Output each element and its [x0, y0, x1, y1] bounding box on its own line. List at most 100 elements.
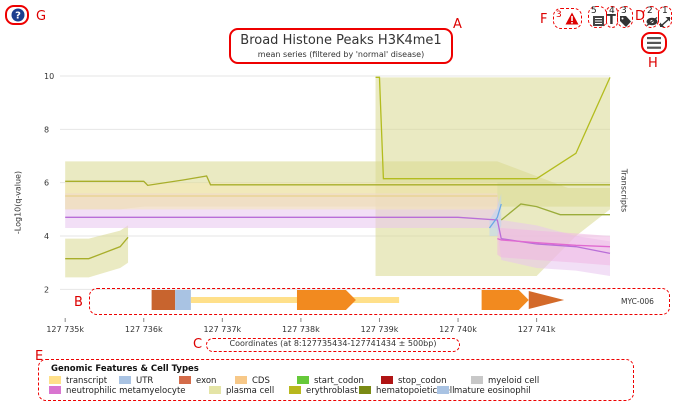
series-band	[65, 161, 610, 210]
legend-swatch	[49, 376, 61, 384]
y-tick-label: 8	[44, 125, 49, 134]
legend-label: myeloid cell	[488, 376, 540, 386]
hamburger-icon	[647, 37, 661, 49]
right-axis-label: Transcripts	[619, 168, 629, 213]
expand-count: 1	[662, 6, 668, 16]
legend-swatch	[437, 386, 449, 394]
legend-item[interactable]: erythroblast	[289, 386, 358, 396]
marker-e: E	[35, 349, 44, 364]
legend-swatch	[471, 376, 483, 384]
chart-subtitle: mean series (filtered by 'normal' diseas…	[257, 50, 425, 59]
y-axis-label: -Log10(q-value)	[13, 170, 23, 235]
x-tick-label: 127 740k	[439, 325, 477, 334]
series-band	[489, 193, 502, 236]
transcript-name: MYC-006	[621, 297, 654, 306]
marker-d: D	[635, 9, 646, 24]
help-button[interactable]: ?	[5, 5, 29, 25]
legend-label: transcript	[66, 376, 108, 386]
legend-item[interactable]: myeloid cell	[471, 376, 539, 386]
expand-icon	[660, 17, 671, 27]
title-highlight	[229, 28, 453, 64]
x-axis-label-box	[206, 338, 460, 352]
legend-swatch	[359, 386, 371, 394]
legend-swatch	[209, 386, 221, 394]
x-axis-label: Coordinates (at 8:127735434-127741434 ± …	[229, 339, 437, 348]
help-icon: ?	[11, 8, 25, 22]
menu-button[interactable]	[641, 32, 667, 54]
series-band	[375, 77, 610, 276]
expand-button[interactable]: 1	[658, 6, 672, 28]
legend-label: mature eosinophil	[454, 386, 531, 396]
x-tick-label: 127 735k	[46, 325, 84, 334]
legend-label: start_codon	[314, 376, 364, 386]
svg-text:?: ?	[15, 11, 21, 22]
marker-h: H	[648, 56, 658, 71]
text-count: 4	[609, 6, 615, 16]
legend-swatch	[119, 376, 131, 384]
marker-g: G	[36, 9, 47, 24]
tag-icon	[620, 16, 631, 27]
x-tick-label: 127 741k	[518, 325, 556, 334]
eye-slash-icon	[646, 17, 658, 26]
list-button[interactable]: 5	[588, 6, 607, 28]
tag-button[interactable]: 3	[617, 6, 633, 28]
legend-item[interactable]: CDS	[235, 376, 270, 386]
legend-label: plasma cell	[226, 386, 275, 396]
legend-item[interactable]: exon	[179, 376, 216, 386]
series-line	[488, 203, 502, 229]
series-line	[375, 76, 611, 180]
legend-label: hematopoietic cell	[376, 386, 455, 396]
legend-item[interactable]: plasma cell	[209, 386, 274, 396]
marker-c: C	[193, 337, 203, 352]
legend-swatch	[381, 376, 393, 384]
legend-label: erythroblast	[306, 386, 358, 396]
legend-swatch	[289, 386, 301, 394]
series-line	[65, 236, 129, 260]
warning-icon	[565, 12, 579, 25]
series-line	[500, 203, 610, 221]
legend-title: Genomic Features & Cell Types	[51, 364, 199, 374]
legend: Genomic Features & Cell Types transcript…	[38, 359, 634, 401]
legend-item[interactable]: neutrophilic metamyelocyte	[49, 386, 186, 396]
text-icon: T	[607, 13, 616, 28]
chart-title: Broad Histone Peaks H3K4me1	[240, 33, 442, 48]
x-tick-label: 127 739k	[361, 325, 399, 334]
warning-button[interactable]: 3	[553, 8, 582, 29]
legend-label: neutrophilic metamyelocyte	[66, 386, 186, 396]
legend-swatch	[297, 376, 309, 384]
y-tick-label: 4	[44, 232, 49, 241]
marker-b: B	[74, 295, 83, 310]
marker-f: F	[540, 12, 548, 27]
legend-label: CDS	[252, 376, 270, 386]
warning-count: 3	[556, 10, 562, 20]
legend-item[interactable]: UTR	[119, 376, 153, 386]
list-icon	[593, 16, 604, 26]
y-tick-label: 6	[44, 179, 49, 188]
series-band	[497, 228, 610, 266]
y-tick-label: 2	[44, 285, 49, 294]
legend-item[interactable]: mature eosinophil	[437, 386, 531, 396]
legend-swatch	[49, 386, 61, 394]
legend-swatch	[235, 376, 247, 384]
series-line	[497, 238, 611, 248]
marker-a: A	[453, 17, 462, 32]
legend-item[interactable]: hematopoietic cell	[359, 386, 455, 396]
transcript-track[interactable]	[89, 288, 670, 315]
x-tick-label: 127 736k	[125, 325, 163, 334]
y-tick-label: 10	[44, 72, 54, 81]
eye-count: 2	[647, 6, 653, 16]
list-count: 5	[591, 6, 597, 16]
x-tick-label: 127 737k	[203, 325, 241, 334]
legend-label: stop_codon	[398, 376, 447, 386]
series-band	[65, 225, 129, 278]
series-band	[65, 193, 610, 276]
legend-item[interactable]: start_codon	[297, 376, 364, 386]
title-block: Broad Histone Peaks H3K4me1 mean series …	[229, 28, 453, 64]
eye-button[interactable]: 2	[643, 6, 659, 28]
legend-item[interactable]: stop_codon	[381, 376, 446, 386]
legend-label: exon	[196, 376, 217, 386]
series-line	[65, 175, 610, 187]
series-band	[65, 182, 498, 210]
legend-item[interactable]: transcript	[49, 376, 107, 386]
tag-count: 3	[621, 6, 627, 16]
